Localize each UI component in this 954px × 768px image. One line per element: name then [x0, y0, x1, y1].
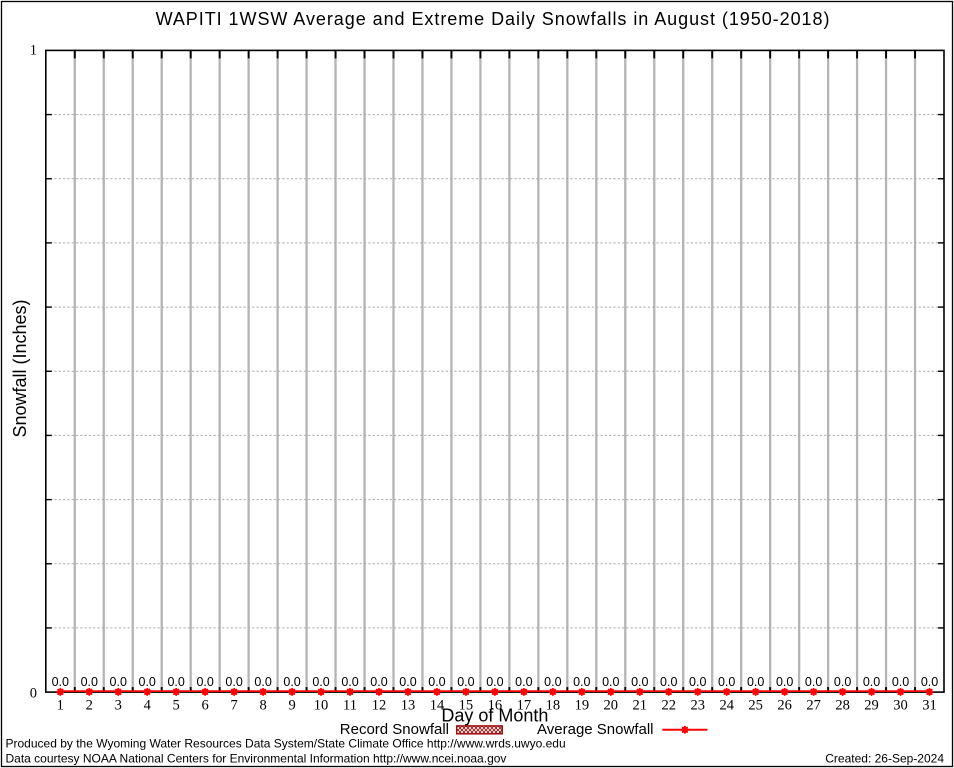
svg-text:12: 12: [372, 697, 387, 713]
svg-text:0.0: 0.0: [486, 675, 503, 689]
svg-text:22: 22: [662, 697, 677, 713]
svg-text:0.0: 0.0: [689, 675, 706, 689]
svg-text:24: 24: [719, 697, 734, 713]
svg-text:13: 13: [401, 697, 416, 713]
svg-text:1: 1: [30, 42, 37, 58]
svg-text:Record Snowfall: Record Snowfall: [340, 721, 449, 738]
svg-text:0.0: 0.0: [81, 675, 98, 689]
svg-text:0.0: 0.0: [399, 675, 416, 689]
svg-text:0.0: 0.0: [341, 675, 358, 689]
svg-text:16: 16: [488, 697, 503, 713]
svg-text:0.0: 0.0: [921, 675, 938, 689]
svg-text:0.0: 0.0: [631, 675, 648, 689]
svg-text:0.0: 0.0: [110, 675, 127, 689]
svg-text:20: 20: [604, 697, 619, 713]
svg-text:Created: 26-Sep-2024: Created: 26-Sep-2024: [825, 751, 944, 765]
svg-text:0.0: 0.0: [196, 675, 213, 689]
svg-text:0.0: 0.0: [254, 675, 271, 689]
svg-text:10: 10: [314, 697, 329, 713]
svg-text:0.0: 0.0: [52, 675, 69, 689]
svg-text:0.0: 0.0: [776, 675, 793, 689]
svg-text:0.0: 0.0: [167, 675, 184, 689]
svg-text:2: 2: [86, 697, 93, 713]
svg-text:17: 17: [517, 697, 532, 713]
svg-text:0.0: 0.0: [863, 675, 880, 689]
svg-text:0.0: 0.0: [892, 675, 909, 689]
svg-text:0: 0: [30, 685, 37, 701]
svg-text:15: 15: [459, 697, 474, 713]
svg-text:8: 8: [259, 697, 266, 713]
svg-text:0.0: 0.0: [139, 675, 156, 689]
svg-text:31: 31: [922, 697, 937, 713]
svg-text:0.0: 0.0: [660, 675, 677, 689]
svg-text:0.0: 0.0: [718, 675, 735, 689]
svg-text:28: 28: [835, 697, 850, 713]
svg-text:0.0: 0.0: [834, 675, 851, 689]
svg-text:30: 30: [893, 697, 908, 713]
svg-text:1: 1: [57, 697, 64, 713]
svg-text:0.0: 0.0: [457, 675, 474, 689]
svg-text:0.0: 0.0: [602, 675, 619, 689]
svg-text:0.0: 0.0: [805, 675, 822, 689]
svg-text:27: 27: [806, 697, 821, 713]
svg-text:0.0: 0.0: [283, 675, 300, 689]
svg-text:29: 29: [864, 697, 879, 713]
svg-text:Average Snowfall: Average Snowfall: [537, 721, 653, 738]
svg-text:7: 7: [231, 697, 238, 713]
svg-text:Produced by the Wyoming Water: Produced by the Wyoming Water Resources …: [6, 736, 566, 750]
svg-text:Snowfall (Inches): Snowfall (Inches): [10, 299, 30, 437]
svg-text:WAPITI 1WSW Average and Extrem: WAPITI 1WSW Average and Extreme Daily Sn…: [156, 9, 831, 29]
svg-text:18: 18: [546, 697, 561, 713]
svg-text:0.0: 0.0: [225, 675, 242, 689]
svg-text:26: 26: [777, 697, 792, 713]
svg-text:3: 3: [115, 697, 122, 713]
svg-text:11: 11: [343, 697, 357, 713]
svg-text:4: 4: [144, 697, 152, 713]
svg-text:6: 6: [202, 697, 209, 713]
svg-text:0.0: 0.0: [544, 675, 561, 689]
svg-text:0.0: 0.0: [370, 675, 387, 689]
svg-text:0.0: 0.0: [573, 675, 590, 689]
svg-text:0.0: 0.0: [428, 675, 445, 689]
svg-text:23: 23: [690, 697, 705, 713]
svg-text:21: 21: [633, 697, 648, 713]
svg-text:0.0: 0.0: [312, 675, 329, 689]
svg-text:9: 9: [288, 697, 295, 713]
svg-text:25: 25: [748, 697, 763, 713]
svg-text:0.0: 0.0: [515, 675, 532, 689]
svg-text:Data courtesy NOAA National Ce: Data courtesy NOAA National Centers for …: [6, 751, 507, 765]
svg-text:Day of Month: Day of Month: [441, 706, 548, 726]
svg-text:5: 5: [173, 697, 180, 713]
svg-text:0.0: 0.0: [747, 675, 764, 689]
svg-text:19: 19: [575, 697, 590, 713]
svg-text:14: 14: [430, 697, 445, 713]
